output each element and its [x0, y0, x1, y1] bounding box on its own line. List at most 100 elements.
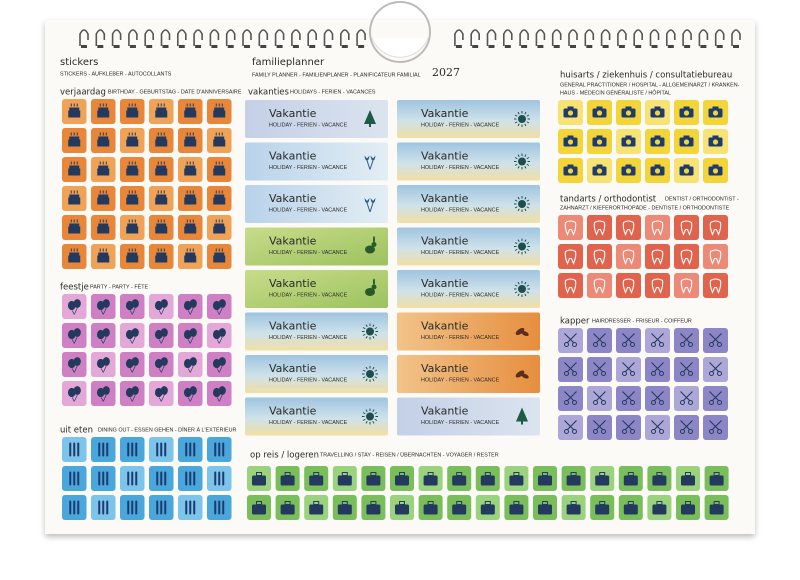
- icon-sun: [526, 157, 530, 160]
- dentist-subtitle: ZAHNARZT / KIEFERORTHOPÄDE - DENTISTE / …: [560, 204, 730, 211]
- icon-scissors: [709, 391, 722, 401]
- icon-cake: [155, 255, 168, 263]
- vacation-label: [397, 270, 540, 308]
- icon-sun: [365, 421, 368, 424]
- sticker: [674, 386, 699, 411]
- icon-scissors: [593, 333, 606, 343]
- icon-scissors: [651, 342, 656, 347]
- icon-sun: [365, 409, 368, 412]
- icon-fork: [160, 500, 163, 515]
- icon-tooth: [593, 249, 606, 265]
- icon-sun: [524, 208, 527, 212]
- icon-fork: [156, 442, 159, 457]
- icon-cake: [68, 255, 81, 263]
- icon-cake: [214, 194, 225, 198]
- icon-balloon: [125, 358, 134, 369]
- icon-sun: [514, 242, 518, 245]
- icon-fork: [160, 442, 163, 457]
- icon-sun: [517, 281, 520, 285]
- sticker: [645, 386, 670, 411]
- icon-scissors: [593, 400, 598, 405]
- icon-cake: [185, 165, 196, 169]
- icon-cake: [213, 197, 226, 205]
- vacation-label: [245, 312, 388, 351]
- icon-tooth: [622, 278, 635, 294]
- icon-scissors: [651, 391, 664, 401]
- icon-sun: [524, 196, 527, 200]
- icon-suitcase: [656, 501, 663, 505]
- ring-hole: [227, 45, 234, 48]
- icon-suitcase: [366, 504, 381, 515]
- icon-cake: [184, 197, 197, 205]
- icon-suitcase: [685, 472, 691, 476]
- icon-sun: [374, 418, 378, 421]
- icon-fork: [185, 471, 188, 486]
- icon-scissors: [601, 342, 606, 347]
- icon-balloon: [218, 386, 226, 395]
- icon-scissors: [680, 420, 693, 430]
- label-title: Vakantie: [269, 107, 317, 120]
- icon-tooth: [564, 278, 577, 294]
- icon-sun: [514, 284, 518, 287]
- icon-scissors: [709, 371, 714, 376]
- icon-camera: [625, 110, 632, 116]
- icon-tooth: [651, 220, 664, 236]
- icon-balloon: [187, 365, 194, 373]
- icon-fork: [102, 442, 105, 457]
- ring: [698, 29, 709, 46]
- icon-sun: [524, 154, 527, 157]
- sticker: [703, 244, 728, 269]
- ring-hole: [488, 45, 495, 48]
- icon-tulip: [366, 202, 371, 213]
- ring: [307, 29, 317, 46]
- icon-balloon: [102, 299, 110, 308]
- icon-cake: [155, 168, 168, 176]
- icon-scissors: [688, 371, 693, 376]
- icon-suitcase: [652, 475, 667, 486]
- label-subtitle: HOLIDAY - FERIEN - VACANCE: [269, 377, 348, 383]
- icon-balloon: [158, 336, 165, 344]
- icon-suitcase: [341, 501, 348, 505]
- icon-camera: [625, 106, 632, 109]
- travel-grid: [247, 466, 729, 520]
- icon-suitcase: [341, 472, 348, 476]
- icon-balloon: [158, 307, 165, 315]
- hanger: [369, 1, 431, 63]
- icon-cake: [127, 136, 138, 140]
- icon-balloon: [96, 358, 105, 369]
- sticker: [703, 273, 728, 298]
- ring: [209, 29, 220, 46]
- icon-suitcase: [284, 472, 291, 476]
- icon-cake: [214, 252, 225, 256]
- icon-balloon: [187, 394, 194, 402]
- stickers-subtitle: STICKERS - AUFKLEBER - AUTOCOLLANTS: [60, 71, 172, 77]
- icon-tooth: [593, 278, 606, 294]
- icon-balloon: [183, 387, 192, 398]
- ring: [584, 29, 595, 46]
- icon-balloon: [154, 300, 163, 311]
- icon-fork: [160, 471, 163, 486]
- icon-cake: [98, 136, 109, 140]
- icon-cake: [185, 252, 196, 256]
- icon-scissors: [564, 333, 577, 343]
- icon-camera: [567, 106, 574, 109]
- icon-cake: [98, 194, 109, 198]
- dining-subtitle: DINING OUT - ESSEN GEHEN - DÎNER À L'EXT…: [98, 426, 237, 433]
- dentist-title: tandarts / orthodontist: [560, 195, 657, 205]
- icon-sun: [526, 199, 530, 202]
- icon-fork: [69, 500, 72, 515]
- planner-year: 2027: [432, 66, 460, 79]
- icon-cake: [184, 226, 197, 234]
- icon-cake: [156, 107, 167, 111]
- icon-sun: [526, 206, 530, 209]
- sticker: [674, 328, 699, 353]
- icon-balloon: [73, 386, 81, 395]
- icon-tooth: [651, 278, 664, 294]
- icon-suitcase: [395, 475, 409, 486]
- icon-suitcase: [542, 472, 548, 476]
- icon-scissors: [601, 371, 606, 376]
- icon-balloon: [100, 336, 107, 344]
- icon-suitcase: [252, 475, 266, 486]
- icon-camera: [596, 139, 603, 145]
- ring: [617, 29, 627, 46]
